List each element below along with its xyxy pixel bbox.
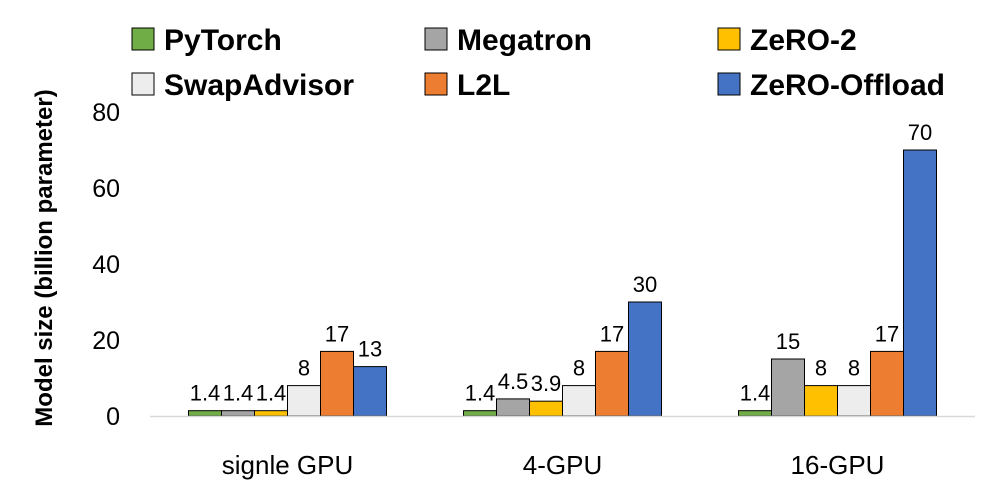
- y-tick-label: 80: [92, 99, 120, 127]
- bar-megatron-16-gpu: [771, 358, 805, 417]
- bar-zero-2-4-gpu: [529, 400, 563, 417]
- data-label-zero-2-16-gpu: 8: [815, 356, 827, 381]
- bar-pytorch-signle-gpu: [188, 410, 222, 417]
- data-label-megatron-4-gpu: 4.5: [498, 369, 529, 394]
- y-tick-label: 0: [106, 403, 120, 431]
- data-label-zero-offload-16-gpu: 70: [908, 120, 932, 145]
- bar-zero-offload-signle-gpu: [353, 366, 387, 417]
- legend-swatch-megatron: [424, 27, 448, 51]
- bar-zero-2-signle-gpu: [254, 410, 288, 417]
- bar-zero-offload-4-gpu: [628, 301, 662, 417]
- category-label-4-gpu: 4-GPU: [523, 450, 602, 480]
- data-label-megatron-signle-gpu: 1.4: [223, 381, 254, 406]
- data-label-swapadvisor-16-gpu: 8: [848, 356, 860, 381]
- y-tick-label: 40: [92, 251, 120, 279]
- data-label-l2l-16-gpu: 17: [875, 321, 899, 346]
- legend-label-zero-2: ZeRO-2: [750, 24, 857, 57]
- data-label-pytorch-4-gpu: 1.4: [465, 381, 496, 406]
- x-axis: signle GPU 4-GPU 16-GPU: [150, 415, 975, 480]
- y-tick-label: 20: [92, 327, 120, 355]
- data-label-swapadvisor-signle-gpu: 8: [298, 356, 310, 381]
- bar-megatron-signle-gpu: [221, 410, 255, 417]
- legend-swatch-pytorch: [131, 27, 155, 51]
- legend-label-megatron: Megatron: [457, 24, 592, 57]
- category-label-16-gpu: 16-GPU: [791, 450, 885, 480]
- data-label-pytorch-16-gpu: 1.4: [740, 381, 771, 406]
- bar-l2l-signle-gpu: [320, 350, 354, 417]
- legend-swatch-zero-2: [717, 27, 741, 51]
- bar-megatron-4-gpu: [496, 398, 530, 417]
- data-label-zero-2-signle-gpu: 1.4: [256, 381, 287, 406]
- data-label-l2l-signle-gpu: 17: [325, 321, 349, 346]
- bar-l2l-4-gpu: [595, 350, 629, 417]
- y-axis: 0 20 40 60 80: [92, 99, 120, 431]
- legend-swatch-swapadvisor: [131, 72, 155, 96]
- legend: PyTorch Megatron ZeRO-2 SwapAdvisor L2L ZeRO-…: [131, 24, 945, 102]
- legend-label-l2l: L2L: [457, 69, 510, 102]
- data-label-megatron-16-gpu: 15: [776, 329, 800, 354]
- bar-zero-2-16-gpu: [804, 385, 838, 417]
- y-axis-title: Model size (billion parameter): [31, 89, 58, 426]
- category-label-signle-gpu: signle GPU: [222, 450, 354, 480]
- legend-label-swapadvisor: SwapAdvisor: [164, 69, 354, 102]
- bar-swapadvisor-16-gpu: [837, 385, 871, 417]
- legend-label-zero-offload: ZeRO-Offload: [750, 69, 945, 102]
- data-label-l2l-4-gpu: 17: [600, 321, 624, 346]
- y-tick-label: 60: [92, 175, 120, 203]
- data-label-zero-2-4-gpu: 3.9: [531, 371, 562, 396]
- data-label-swapadvisor-4-gpu: 8: [573, 356, 585, 381]
- legend-swatch-zero-offload: [717, 72, 741, 96]
- data-label-zero-offload-4-gpu: 30: [633, 272, 657, 297]
- bar-pytorch-4-gpu: [463, 410, 497, 417]
- bar-swapadvisor-signle-gpu: [287, 385, 321, 417]
- bar-swapadvisor-4-gpu: [562, 385, 596, 417]
- bar-l2l-16-gpu: [870, 350, 904, 417]
- bar-pytorch-16-gpu: [738, 410, 772, 417]
- legend-swatch-l2l: [424, 72, 448, 96]
- legend-label-pytorch: PyTorch: [164, 24, 282, 57]
- bar-zero-offload-16-gpu: [903, 149, 937, 417]
- data-label-pytorch-signle-gpu: 1.4: [190, 381, 221, 406]
- data-label-zero-offload-signle-gpu: 13: [358, 337, 382, 362]
